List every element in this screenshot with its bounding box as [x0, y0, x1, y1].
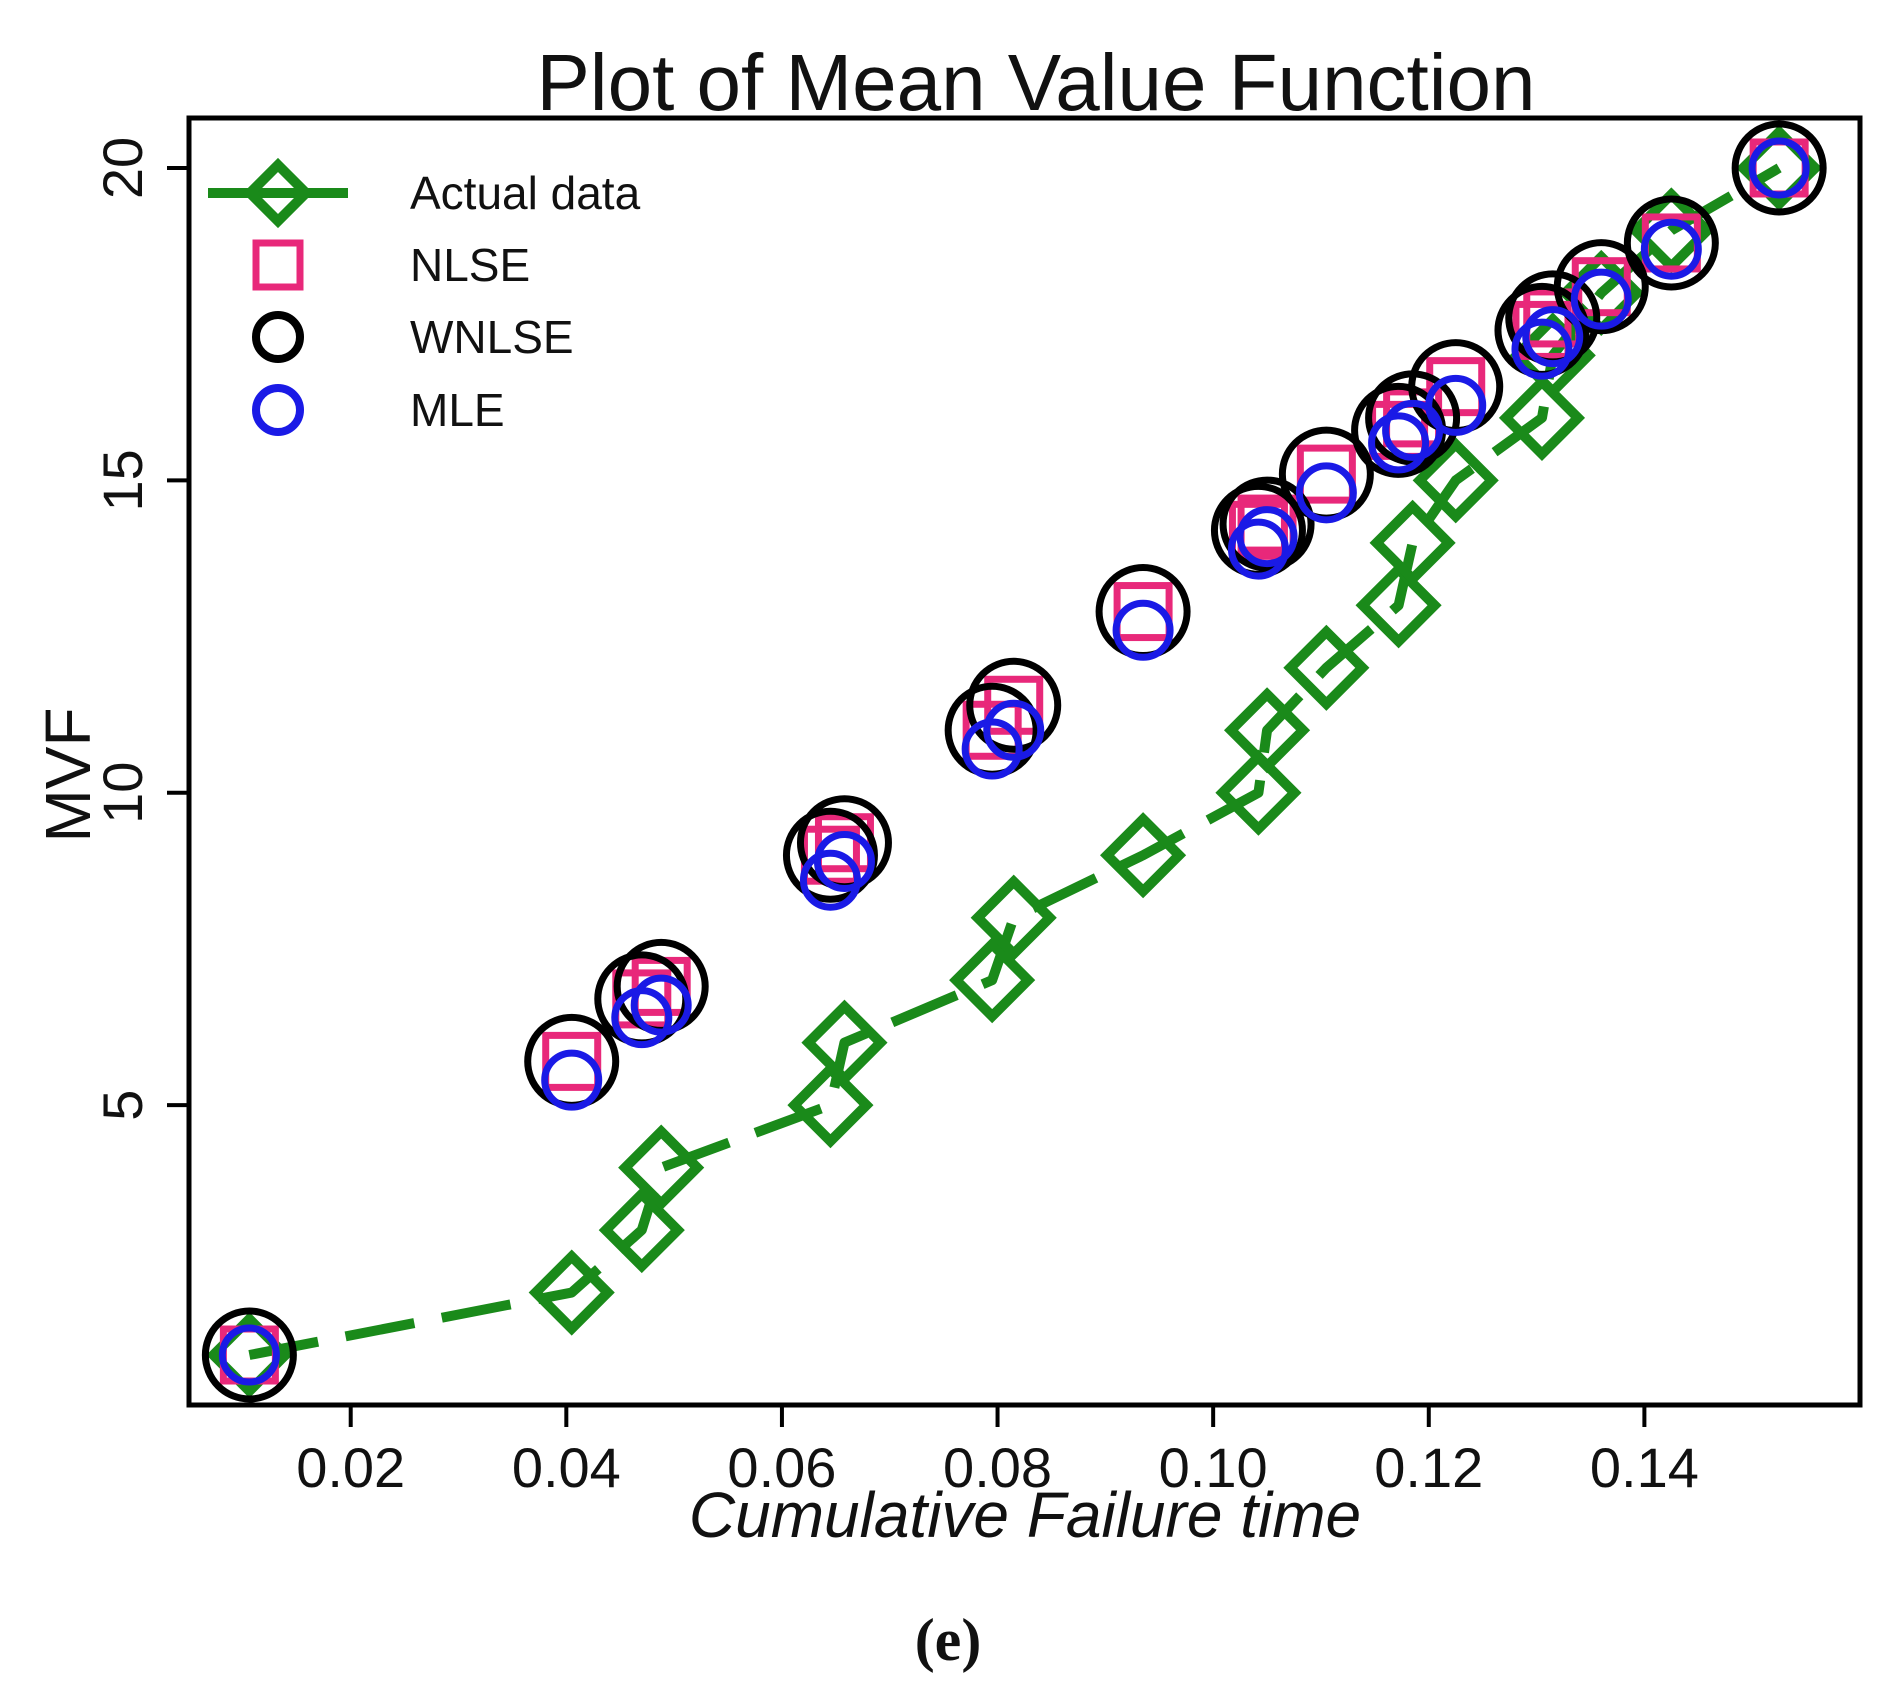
actual-data-point: [787, 1062, 874, 1149]
legend-label: Actual data: [410, 167, 641, 219]
wnlse-point: [782, 807, 878, 903]
x-tick-label: 0.12: [1374, 1436, 1483, 1499]
actual-data-point: [801, 999, 888, 1086]
y-tick-label: 5: [91, 1090, 154, 1121]
mle-point: [799, 849, 861, 911]
x-axis-label: Cumulative Failure time: [689, 1479, 1361, 1551]
mle-point: [1295, 462, 1357, 524]
wnlse-point: [201, 1307, 297, 1403]
nlse-point: [1512, 300, 1572, 360]
y-axis: 5 10 15 20: [91, 137, 189, 1121]
wnlse-point: [524, 1013, 620, 1109]
mle-point: [630, 974, 692, 1036]
legend: Actual data NLSE WNLSE MLE: [208, 157, 641, 436]
legend-label: NLSE: [410, 239, 530, 291]
mle-point: [1227, 518, 1289, 580]
x-tick-label: 0.14: [1590, 1436, 1699, 1499]
actual-data-point: [618, 1124, 705, 1211]
y-tick-label: 10: [91, 762, 154, 824]
legend-wnlse-symbol: [252, 311, 304, 363]
mle-point: [611, 987, 673, 1049]
actual-data-point: [1412, 437, 1499, 524]
wnlse-point: [1731, 120, 1827, 216]
x-tick-label: 0.04: [512, 1436, 621, 1499]
mle-point: [1236, 506, 1298, 568]
wnlse-point: [966, 657, 1062, 753]
actual-data-point: [1215, 749, 1302, 836]
series-mle: [218, 137, 1810, 1386]
nlse-point: [542, 1031, 602, 1091]
x-tick-label: 0.10: [1159, 1436, 1268, 1499]
actual-data-point: [1223, 687, 1311, 774]
mle-point: [541, 1049, 603, 1111]
actual-data-point: [1369, 499, 1456, 586]
legend-label: MLE: [410, 384, 505, 436]
nlse-point: [1113, 582, 1173, 642]
actual-data-point: [1100, 812, 1187, 899]
mle-point: [961, 718, 1023, 780]
mle-point: [1112, 599, 1174, 661]
y-tick-label: 20: [91, 137, 154, 199]
mle-point: [1425, 374, 1487, 436]
actual-data-point: [1498, 374, 1586, 461]
legend-label: WNLSE: [410, 311, 574, 363]
wnlse-point: [1219, 476, 1315, 572]
wnlse-point: [1623, 195, 1719, 291]
legend-nlse-symbol: [252, 239, 304, 291]
mle-point: [1368, 412, 1430, 474]
mle-point: [1511, 318, 1573, 380]
plot-frame: [186, 115, 1863, 1408]
x-tick-label: 0.02: [296, 1436, 405, 1499]
y-axis-label: MVF: [32, 707, 104, 842]
wnlse-point: [1095, 564, 1191, 660]
mle-point: [983, 699, 1045, 761]
mle-point: [1522, 306, 1584, 368]
actual-data-point: [949, 937, 1036, 1024]
mle-point: [1640, 218, 1702, 280]
x-axis: 0.02 0.04 0.06 0.08 0.10 0.12 0.14: [296, 1405, 1699, 1499]
wnlse-point: [1553, 239, 1649, 335]
x-tick-label: 0.06: [727, 1436, 836, 1499]
mle-point: [813, 830, 875, 892]
chart-title: Plot of Mean Value Function: [536, 38, 1535, 127]
mle-point: [1748, 137, 1810, 199]
x-tick-label: 0.08: [943, 1436, 1052, 1499]
legend-mle-symbol: [252, 384, 304, 436]
series-layer: [201, 120, 1827, 1403]
mle-point: [1570, 268, 1632, 330]
actual-data-point: [598, 1186, 685, 1274]
mle-point: [218, 1324, 280, 1386]
actual-data-point: [528, 1249, 615, 1336]
nlse-point: [1228, 500, 1288, 560]
actual-data-point: [1355, 562, 1442, 649]
legend-actual-symbol: [242, 157, 314, 229]
actual-data-point: [970, 874, 1057, 961]
nlse-point: [1296, 444, 1356, 504]
y-tick-label: 15: [91, 449, 154, 511]
actual-data-point: [1283, 624, 1370, 711]
figure-caption: (e): [915, 1607, 982, 1673]
